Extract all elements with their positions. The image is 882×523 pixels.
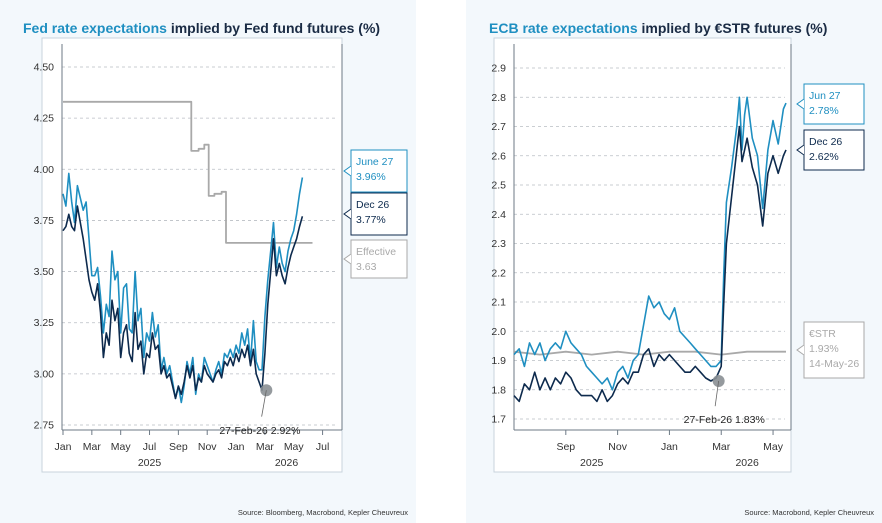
x-tick-label: May [284,441,305,453]
x-tick-label: Jan [55,441,72,453]
ecb-source: Source: Macrobond, Kepler Cheuvreux [744,508,874,517]
y-tick-label: 4.00 [34,164,55,176]
callout-text: 3.63 [356,261,377,273]
x-tick-label: Jan [661,441,678,453]
x-tick-label: Jul [316,441,329,453]
callout-text: Dec 26 [809,136,842,148]
y-tick-label: 1.9 [491,355,506,367]
callout-box [803,83,865,125]
callout-box [803,129,865,171]
y-tick-label: 1.7 [491,414,506,426]
y-tick-label: 2.8 [491,92,506,104]
annotation-label: 27-Feb-26 1.83% [684,414,765,426]
series-line--str [513,350,786,356]
callout-text: 3.77% [356,214,386,226]
y-tick-label: 1.8 [491,384,506,396]
annotation-leader [714,380,720,407]
y-tick-label: 3.25 [34,317,55,329]
callout-text: Effective [356,246,396,258]
y-tick-label: 3.00 [34,368,55,380]
callout-pointer [796,98,805,110]
y-tick-label: 2.6 [491,150,506,162]
callout-text: 1.93% [809,343,839,355]
callout-text: 14-May-26 [809,358,859,370]
fed-source: Source: Bloomberg, Macrobond, Kepler Che… [237,508,408,517]
x-tick-label: May [763,441,784,453]
y-tick-label: 2.1 [491,297,506,309]
callout-text: June 27 [356,156,394,168]
x-tick-label: Mar [83,441,102,453]
callout-text: Jun 27 [809,90,841,102]
ecb-chart-panel: ECB rate expectations implied by €STR fu… [466,0,882,523]
callout-text: €STR [809,328,836,340]
callout-text: 3.96% [356,171,386,183]
callout-box [350,149,408,193]
callout-pointer [796,344,805,356]
ecb-chart-svg: 1.7 1.8 1.9 2.0 2.1 2.2 2.3 2.4 2.5 2.6 2.7 2.8 2.9 S… [491,37,865,473]
series-line-june-27 [62,172,304,404]
y-tick-label: 2.9 [491,63,506,75]
x-tick-label: Sep [169,441,188,453]
series-line-dec-26 [513,125,787,403]
callout-pointer [796,144,805,156]
annotation-label: 27-Feb-26 2.92% [219,425,300,437]
x-tick-label: Mar [256,441,275,453]
callout-pointer [343,208,352,220]
callout-text: 2.62% [809,151,839,163]
series-line-jun-27 [513,96,787,391]
callout-text: Dec 26 [356,199,389,211]
year-label: 2026 [735,457,759,469]
fed-chart-svg: 2.75 3.00 3.25 3.50 3.75 4.00 4.25 4.50 Jan Mar Ma… [34,37,408,473]
x-tick-label: May [111,441,132,453]
callout-pointer [343,253,352,265]
series-line-effective [63,100,313,244]
y-tick-label: 2.5 [491,180,506,192]
fed-chart-panel: Fed rate expectations implied by Fed fun… [0,0,416,523]
annotation-leader [261,390,267,417]
y-tick-label: 2.0 [491,326,506,338]
x-tick-label: Nov [608,441,627,453]
x-tick-label: Sep [556,441,575,453]
y-tick-label: 2.3 [491,238,506,250]
x-tick-label: Jan [228,441,245,453]
x-tick-label: Jul [143,441,156,453]
y-tick-label: 2.7 [491,121,506,133]
series-line-dec-26 [62,205,304,400]
plot-frame [493,37,792,473]
fed-chart-title: Fed rate expectations implied by Fed fun… [23,20,381,36]
callout-pointer [343,165,352,177]
year-label: 2025 [580,457,604,469]
year-label: 2025 [138,457,162,469]
callout-text: 2.78% [809,105,839,117]
y-tick-label: 2.4 [491,209,506,221]
callout-box [803,321,865,379]
y-tick-label: 3.75 [34,215,55,227]
y-tick-label: 4.25 [34,113,55,125]
y-tick-label: 2.2 [491,267,506,279]
year-label: 2026 [275,457,299,469]
ecb-chart-title: ECB rate expectations implied by €STR fu… [489,20,828,36]
x-tick-label: Mar [712,441,731,453]
y-tick-label: 3.50 [34,266,55,278]
x-tick-label: Nov [198,441,217,453]
y-tick-label: 2.75 [34,420,55,432]
y-tick-label: 4.50 [34,62,55,74]
